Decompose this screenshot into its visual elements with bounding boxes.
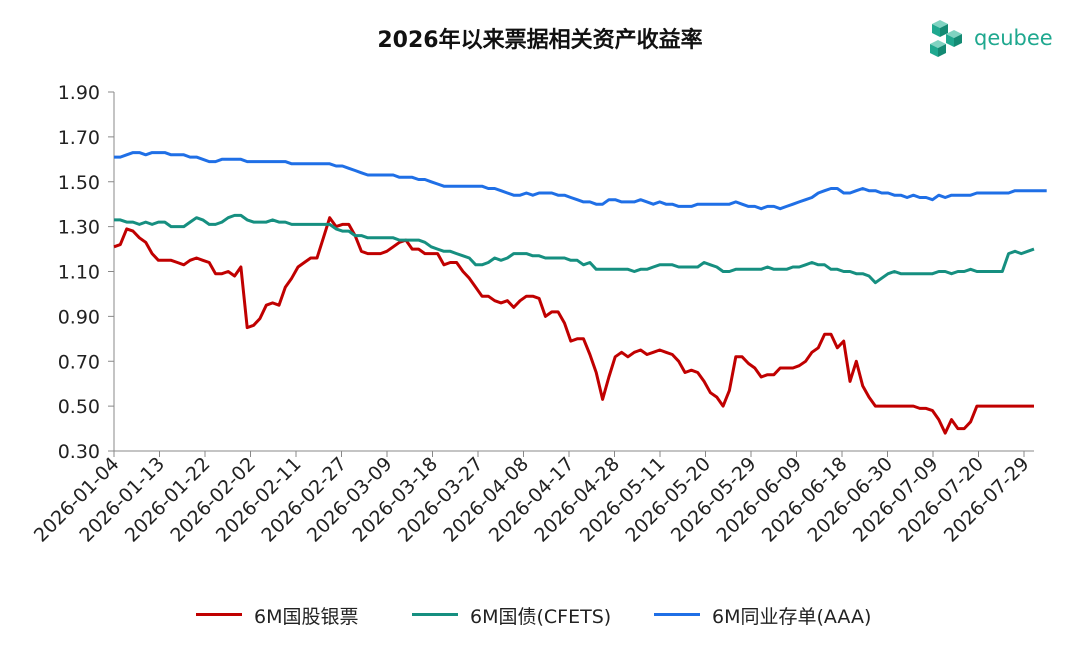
series-line-3 [114,151,1047,211]
legend: 6M国股银票 6M国债(CFETS) 6M同业存单(AAA) [0,600,1080,630]
brand-logo: qeubee [930,18,1060,62]
y-axis-ticks: 1.90 1.70 1.50 1.30 1.10 0.90 0.70 0.50 0.30 [58,82,114,463]
y-tick-label: 0.90 [58,306,100,328]
y-tick-label: 1.50 [58,172,100,194]
y-tick-label: 1.30 [58,217,100,239]
y-tick-label: 1.10 [58,262,100,284]
y-tick-label: 0.30 [58,441,100,463]
line-chart: 1.90 1.70 1.50 1.30 1.10 0.90 0.70 0.50 0.30 202… [30,82,1047,547]
y-tick-label: 1.70 [58,127,100,149]
legend-swatch [196,613,242,616]
y-tick-label: 1.90 [58,82,100,104]
chart-title: 2026年以来票据相关资产收益率 [377,28,703,53]
cube-logo-icon [930,20,962,57]
legend-label: 6M国股银票 [254,606,359,628]
series-line-2 [114,213,1035,285]
brand-name: qeubee [974,26,1053,50]
y-tick-label: 0.70 [58,351,100,373]
series-lines [113,151,1047,435]
legend-swatch [412,613,458,616]
y-tick-label: 0.50 [58,396,100,418]
legend-label: 6M国债(CFETS) [470,606,612,628]
series-line-1 [113,216,1034,435]
legend-swatch [654,613,700,616]
legend-label: 6M同业存单(AAA) [712,606,872,628]
x-axis-ticks: 2026-01-042026-01-132026-01-222026-02-02… [30,451,1034,547]
